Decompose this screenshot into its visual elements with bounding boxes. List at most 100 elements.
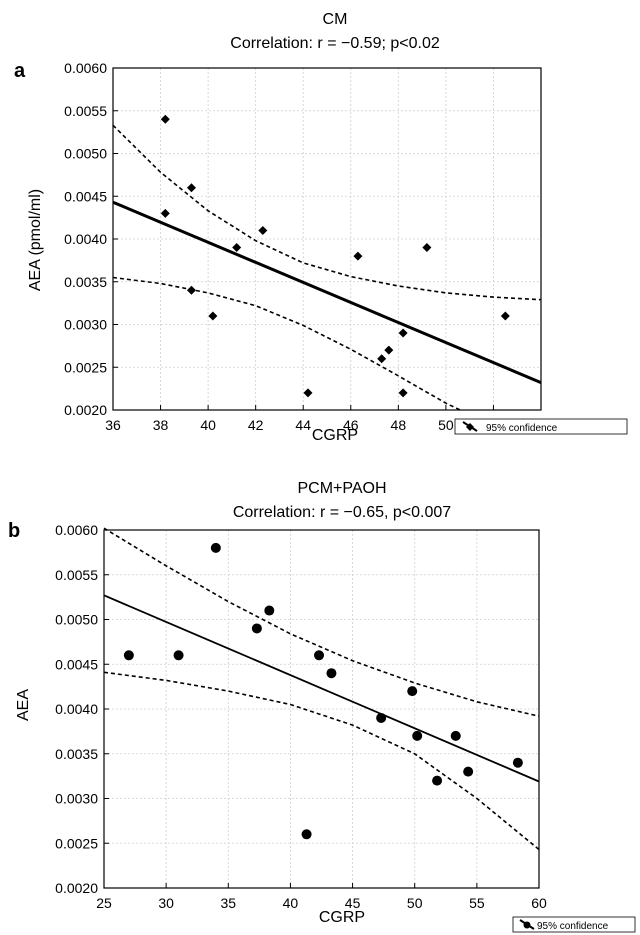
- grid-a: [112, 67, 542, 411]
- data-point-diamond: [232, 243, 242, 253]
- data-point-circle: [326, 668, 337, 679]
- x-tick-label: 60: [531, 895, 547, 911]
- chart-panel-b: b PCM+PAOH Correlation: r = −0.65, p<0.0…: [8, 480, 636, 933]
- y-tick-label: 0.0030: [64, 317, 107, 333]
- chart-title-b: PCM+PAOH: [297, 480, 386, 497]
- legend-label-a: 95% confidence: [486, 423, 558, 434]
- x-tick-label: 50: [438, 417, 454, 433]
- regression-line-a: [112, 200, 542, 385]
- regression-line-b: [103, 594, 540, 783]
- x-tick-label: 45: [345, 895, 361, 911]
- data-point-circle: [412, 730, 423, 741]
- y-tick-label: 0.0040: [64, 231, 107, 247]
- legend-a: 95% confidence: [454, 418, 628, 435]
- legend-diamond-icon-a: [466, 423, 474, 431]
- y-tick-label: 0.0060: [64, 60, 107, 76]
- y-tick-label: 0.0045: [55, 656, 98, 672]
- x-tick-label: 40: [200, 417, 216, 433]
- legend-b: 95% confidence: [512, 916, 636, 933]
- data-point-circle: [463, 766, 474, 777]
- y-ticks-a: 0.0020 0.0025 0.0030 0.0035 0.0040 0.0045 0.00…: [64, 60, 118, 418]
- data-points-a: [160, 114, 510, 398]
- data-point-diamond: [258, 225, 268, 235]
- ci-lower-line: [103, 671, 540, 851]
- plot-frame-b: [103, 529, 540, 889]
- y-tick-label: 0.0055: [55, 567, 98, 583]
- x-tick-label: 50: [407, 895, 423, 911]
- data-point-diamond: [377, 354, 387, 364]
- y-axis-label-a: AEA (pmol/ml): [27, 189, 44, 291]
- x-ticks-b: 25 30 35 40 45 50 55 60: [96, 883, 547, 911]
- x-tick-label: 25: [96, 895, 112, 911]
- x-tick-label: 36: [105, 417, 121, 433]
- chart-title-a: CM: [323, 11, 348, 28]
- x-tick-label: 40: [283, 895, 299, 911]
- data-point-circle: [264, 605, 275, 616]
- x-axis-label-b: CGRP: [319, 909, 365, 926]
- data-point-diamond: [500, 311, 510, 321]
- y-tick-label: 0.0030: [55, 791, 98, 807]
- data-points-b: [123, 542, 523, 840]
- panel-label-b: b: [8, 520, 20, 542]
- y-tick-label: 0.0050: [64, 146, 107, 162]
- x-tick-label: 38: [153, 417, 169, 433]
- x-tick-label: 44: [295, 417, 311, 433]
- data-point-diamond: [398, 328, 408, 338]
- y-tick-label: 0.0025: [55, 835, 98, 851]
- data-point-diamond: [208, 311, 218, 321]
- data-point-diamond: [384, 345, 394, 355]
- data-point-diamond: [160, 114, 170, 124]
- chart-panel-a: a CM Correlation: r = −0.59; p<0.02 CGRP…: [14, 11, 628, 444]
- x-tick-label: 46: [343, 417, 359, 433]
- grid-b: [103, 529, 540, 889]
- data-point-diamond: [353, 251, 363, 261]
- y-ticks-b: 0.0020 0.0025 0.0030 0.0035 0.0040 0.0045 0.00…: [55, 522, 109, 896]
- data-point-circle: [450, 730, 461, 741]
- x-tick-label: 42: [248, 417, 264, 433]
- y-tick-label: 0.0050: [55, 612, 98, 628]
- data-point-circle: [376, 712, 387, 723]
- y-tick-label: 0.0055: [64, 103, 107, 119]
- data-point-diamond: [422, 243, 432, 253]
- confidence-band-b: [103, 527, 540, 851]
- regression-line: [103, 594, 540, 783]
- y-tick-label: 0.0045: [64, 188, 107, 204]
- data-point-circle: [251, 623, 262, 634]
- y-tick-label: 0.0060: [55, 522, 98, 538]
- data-point-circle: [314, 650, 325, 661]
- y-tick-label: 0.0040: [55, 701, 98, 717]
- chart-subtitle-b: Correlation: r = −0.65, p<0.007: [233, 504, 451, 521]
- data-point-circle: [123, 650, 134, 661]
- y-tick-label: 0.0020: [55, 880, 98, 896]
- data-point-diamond: [160, 208, 170, 218]
- legend-box-a: [454, 418, 628, 435]
- confidence-band-a: [112, 124, 542, 411]
- legend-box-b: [512, 916, 636, 933]
- ci-upper-line: [103, 527, 540, 717]
- y-tick-label: 0.0020: [64, 402, 107, 418]
- regression-line: [112, 200, 542, 385]
- y-tick-label: 0.0035: [55, 746, 98, 762]
- data-point-circle: [301, 829, 312, 840]
- data-point-circle: [512, 757, 523, 768]
- data-point-circle: [432, 775, 443, 786]
- legend-circle-icon-b: [523, 921, 531, 929]
- data-point-diamond: [186, 183, 196, 193]
- data-point-circle: [173, 650, 184, 661]
- plot-frame-a: [112, 67, 542, 411]
- x-tick-label: 30: [158, 895, 174, 911]
- x-tick-label: 35: [220, 895, 236, 911]
- data-point-diamond: [186, 285, 196, 295]
- y-tick-label: 0.0025: [64, 359, 107, 375]
- x-axis-label-a: CGRP: [312, 427, 358, 444]
- data-point-diamond: [303, 388, 313, 398]
- data-point-diamond: [398, 388, 408, 398]
- legend-label-b: 95% confidence: [537, 921, 609, 932]
- data-point-circle: [210, 542, 221, 553]
- y-axis-label-b: AEA: [15, 689, 32, 721]
- ci-upper-line: [112, 124, 542, 301]
- x-tick-label: 48: [391, 417, 407, 433]
- ci-lower-line: [112, 276, 461, 411]
- y-tick-label: 0.0035: [64, 274, 107, 290]
